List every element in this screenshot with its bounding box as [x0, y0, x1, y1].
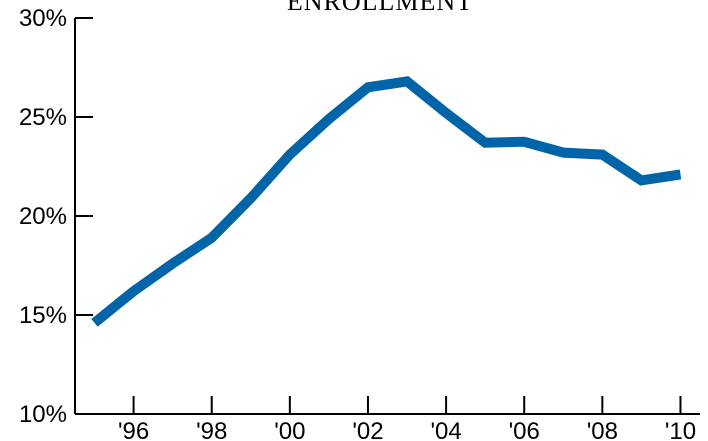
series-layer	[91, 76, 682, 327]
x-tick-label: '08	[587, 418, 618, 441]
y-tick-label: 30%	[19, 5, 67, 32]
chart-title: ENROLLMENT	[287, 0, 473, 16]
y-tick-label: 25%	[19, 104, 67, 131]
x-tick-label: '02	[352, 418, 383, 441]
x-tick-label: '04	[430, 418, 461, 441]
y-tick-label: 20%	[19, 203, 67, 230]
axes	[74, 18, 700, 415]
x-tick-label: '96	[118, 418, 149, 441]
x-tick-label: '98	[196, 418, 227, 441]
tick-labels: 10% 15% 20% 25% 30% '96 '98 '00 '02 '04 '06 '08 '10	[19, 5, 696, 441]
y-tick-label: 10%	[19, 401, 67, 428]
ticks	[75, 17, 682, 415]
x-tick-label: '10	[665, 418, 696, 441]
series-line-enrollment	[91, 76, 682, 327]
x-tick-label: '06	[509, 418, 540, 441]
y-tick-label: 15%	[19, 302, 67, 329]
x-tick-label: '00	[274, 418, 305, 441]
